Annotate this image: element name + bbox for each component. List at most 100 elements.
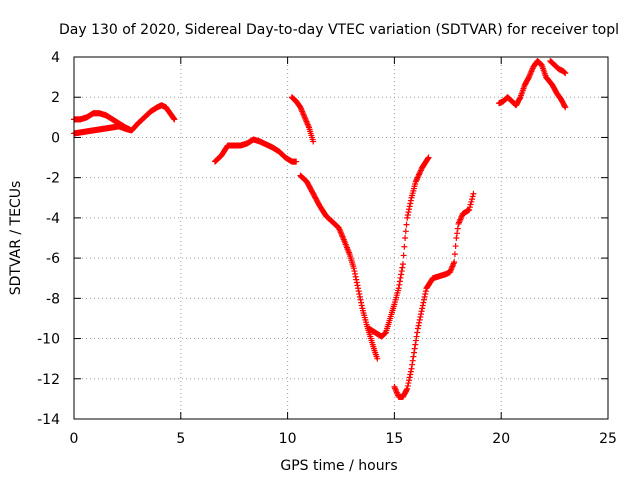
data-point-marker	[405, 209, 412, 216]
data-point-marker	[355, 288, 362, 295]
data-point-marker	[469, 196, 476, 203]
y-tick-label: 2	[51, 90, 60, 106]
data-series	[71, 102, 178, 137]
data-point-marker	[399, 261, 406, 268]
data-point-marker	[404, 212, 411, 219]
data-series	[391, 190, 477, 400]
data-point-marker	[451, 251, 458, 258]
data-point-marker	[398, 271, 405, 278]
data-point-marker	[400, 252, 407, 259]
data-point-marker	[411, 349, 418, 356]
data-point-marker	[466, 206, 473, 213]
data-point-marker	[355, 285, 362, 292]
data-point-marker	[416, 319, 423, 326]
data-point-marker	[470, 190, 477, 197]
y-axis-label: SDTVAR / TECUs	[8, 181, 24, 296]
data-point-marker	[399, 264, 406, 271]
y-tick-label: -4	[46, 211, 60, 227]
data-point-marker	[405, 380, 412, 387]
data-point-marker	[406, 203, 413, 210]
x-tick-label: 25	[599, 431, 617, 447]
data-point-marker	[406, 206, 413, 213]
data-point-marker	[416, 316, 423, 323]
data-point-marker	[419, 305, 426, 312]
y-tick-label: 0	[51, 130, 60, 146]
data-point-marker	[402, 228, 409, 235]
data-point-marker	[421, 293, 428, 300]
data-point-marker	[396, 281, 403, 288]
y-tick-label: 4	[51, 50, 60, 66]
data-point-marker	[417, 314, 424, 321]
data-point-marker	[397, 274, 404, 281]
data-point-marker	[395, 285, 402, 292]
data-point-marker	[454, 230, 461, 237]
data-point-marker	[358, 302, 365, 309]
data-point-marker	[561, 69, 568, 76]
data-point-marker	[353, 279, 360, 286]
data-point-marker	[516, 95, 523, 102]
data-point-marker	[409, 357, 416, 364]
data-point-marker	[412, 341, 419, 348]
data-point-marker	[170, 115, 177, 122]
data-point-marker	[419, 302, 426, 309]
data-point-marker	[409, 361, 416, 368]
data-point-marker	[352, 273, 359, 280]
data-point-marker	[293, 158, 300, 165]
data-point-marker	[415, 322, 422, 329]
data-point-marker	[358, 299, 365, 306]
data-point-marker	[171, 116, 178, 123]
data-point-marker	[353, 276, 360, 283]
data-point-marker	[396, 278, 403, 285]
data-point-marker	[451, 259, 458, 266]
data-point-marker	[466, 204, 473, 211]
data-point-marker	[407, 368, 414, 375]
data-point-marker	[354, 282, 361, 289]
y-tick-label: -2	[46, 171, 60, 187]
data-point-marker	[357, 296, 364, 303]
data-point-marker	[454, 225, 461, 232]
data-point-marker	[562, 104, 569, 111]
x-tick-label: 0	[70, 431, 79, 447]
data-point-marker	[351, 268, 358, 275]
data-point-marker	[453, 235, 460, 241]
data-point-marker	[469, 193, 476, 200]
data-series	[288, 94, 317, 145]
axis-ticks: 0 5 10 15 20 25 -14 -12 -10 -8 -6 -4 -2 0 2 4	[37, 50, 617, 447]
x-tick-label: 15	[385, 431, 403, 447]
y-tick-label: -14	[37, 412, 60, 428]
plot-frame	[73, 56, 609, 420]
data-point-marker	[411, 345, 418, 352]
data-point-marker	[422, 288, 429, 295]
data-point-marker	[407, 371, 414, 378]
data-point-marker	[467, 201, 474, 208]
data-point-marker	[422, 291, 429, 298]
data-point-marker	[561, 103, 568, 110]
y-tick-label: -12	[37, 372, 60, 388]
y-tick-label: -8	[46, 291, 60, 307]
data-point-marker	[562, 70, 569, 77]
data-point-marker	[424, 155, 431, 162]
data-point-marker	[398, 268, 405, 275]
y-tick-label: -10	[37, 332, 60, 348]
x-tick-label: 5	[176, 431, 185, 447]
data-series	[365, 154, 432, 340]
data-series	[211, 136, 300, 165]
data-series	[547, 58, 569, 77]
data-point-marker	[350, 265, 357, 272]
data-point-marker	[417, 311, 424, 318]
data-point-marker	[404, 385, 411, 392]
data-point-marker	[374, 355, 381, 362]
data-point-marker	[404, 214, 411, 221]
chart-title: Day 130 of 2020, Sidereal Day-to-day VTE…	[59, 22, 619, 38]
data-point-marker	[404, 382, 411, 389]
data-point-marker	[420, 296, 427, 303]
data-point-marker	[420, 299, 427, 306]
data-point-marker	[414, 329, 421, 336]
data-points-layer	[71, 58, 569, 400]
data-point-marker	[412, 337, 419, 344]
data-point-marker	[418, 308, 425, 315]
data-point-marker	[414, 325, 421, 332]
x-tick-label: 20	[492, 431, 510, 447]
data-point-marker	[352, 270, 359, 277]
